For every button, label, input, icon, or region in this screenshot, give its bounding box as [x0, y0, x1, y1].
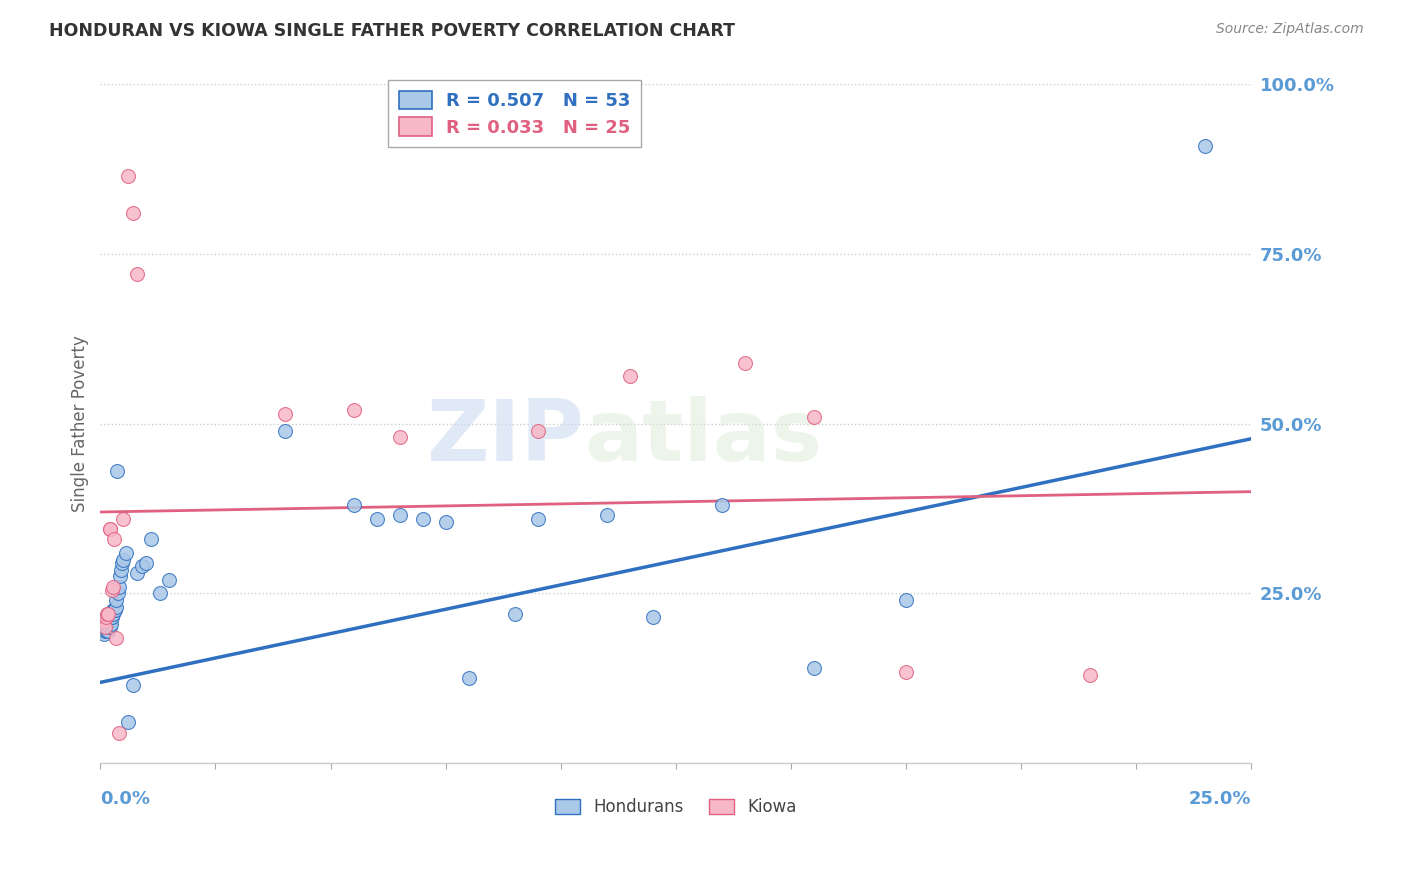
Point — [641, 610, 664, 624]
Point — [105, 631, 128, 645]
Point — [94, 610, 117, 624]
Point — [526, 424, 548, 438]
Point — [894, 593, 917, 607]
Point — [100, 610, 122, 624]
Text: Source: ZipAtlas.com: Source: ZipAtlas.com — [1216, 22, 1364, 37]
Point — [366, 512, 388, 526]
Point — [434, 515, 457, 529]
Point — [273, 407, 295, 421]
Point — [894, 665, 917, 679]
Point — [94, 624, 117, 638]
Point — [98, 614, 121, 628]
Point — [127, 566, 149, 580]
Point — [101, 607, 124, 621]
Point — [1078, 668, 1101, 682]
Point — [93, 614, 115, 628]
Point — [110, 556, 132, 570]
Point — [97, 607, 120, 621]
Point — [100, 617, 122, 632]
Point — [103, 603, 125, 617]
Point — [104, 600, 127, 615]
Text: HONDURAN VS KIOWA SINGLE FATHER POVERTY CORRELATION CHART: HONDURAN VS KIOWA SINGLE FATHER POVERTY … — [49, 22, 735, 40]
Text: 25.0%: 25.0% — [1189, 790, 1251, 808]
Point — [342, 403, 364, 417]
Point — [710, 498, 733, 512]
Point — [526, 512, 548, 526]
Point — [103, 603, 125, 617]
Point — [112, 512, 135, 526]
Point — [110, 563, 132, 577]
Point — [107, 586, 129, 600]
Point — [94, 620, 117, 634]
Point — [101, 610, 124, 624]
Point — [619, 369, 641, 384]
Point — [96, 617, 118, 632]
Point — [96, 607, 118, 621]
Point — [96, 624, 118, 638]
Point — [149, 586, 172, 600]
Point — [97, 620, 120, 634]
Point — [157, 573, 180, 587]
Point — [734, 356, 756, 370]
Point — [117, 169, 139, 183]
Point — [105, 593, 128, 607]
Point — [803, 661, 825, 675]
Point — [273, 424, 295, 438]
Legend: Hondurans, Kiowa: Hondurans, Kiowa — [548, 791, 803, 822]
Point — [114, 546, 136, 560]
Point — [93, 627, 115, 641]
Point — [98, 614, 121, 628]
Point — [121, 678, 143, 692]
Point — [97, 624, 120, 638]
Point — [121, 206, 143, 220]
Point — [503, 607, 526, 621]
Point — [596, 508, 619, 523]
Point — [1194, 138, 1216, 153]
Point — [131, 559, 153, 574]
Point — [117, 715, 139, 730]
Text: 0.0%: 0.0% — [100, 790, 150, 808]
Point — [135, 556, 157, 570]
Point — [388, 430, 411, 444]
Point — [101, 607, 124, 621]
Point — [388, 508, 411, 523]
Point — [107, 580, 129, 594]
Point — [127, 268, 149, 282]
Point — [107, 725, 129, 739]
Text: ZIP: ZIP — [426, 396, 583, 479]
Point — [100, 610, 122, 624]
Point — [112, 552, 135, 566]
Point — [412, 512, 434, 526]
Point — [98, 620, 121, 634]
Point — [97, 614, 120, 628]
Point — [94, 620, 117, 634]
Point — [103, 532, 125, 546]
Point — [100, 522, 122, 536]
Point — [104, 603, 127, 617]
Point — [342, 498, 364, 512]
Point — [98, 522, 121, 536]
Point — [139, 532, 162, 546]
Point — [457, 671, 479, 685]
Text: atlas: atlas — [583, 396, 823, 479]
Point — [103, 580, 125, 594]
Y-axis label: Single Father Poverty: Single Father Poverty — [72, 335, 89, 512]
Point — [108, 569, 131, 583]
Point — [101, 583, 124, 598]
Point — [105, 464, 128, 478]
Point — [803, 409, 825, 424]
